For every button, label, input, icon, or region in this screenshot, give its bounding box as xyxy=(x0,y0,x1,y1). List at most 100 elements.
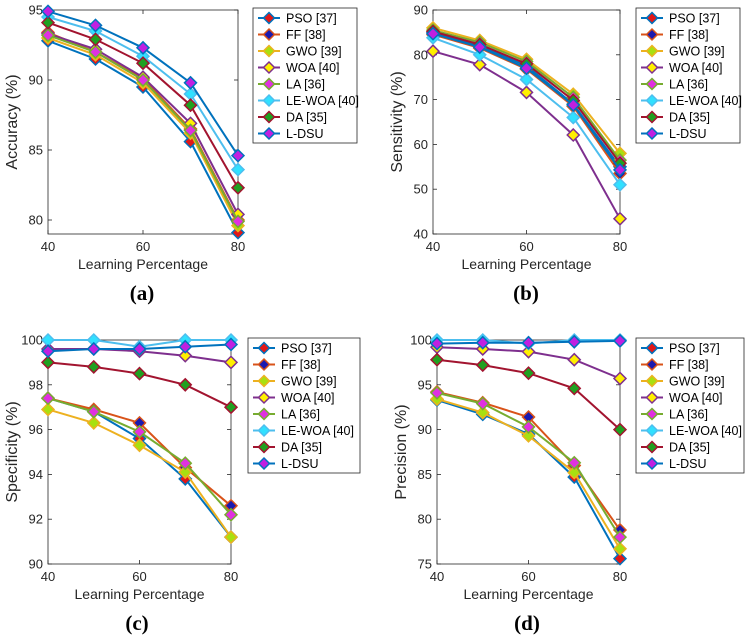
x-tick-label: 60 xyxy=(519,239,533,254)
legend-marker xyxy=(645,456,659,471)
data-point xyxy=(612,333,628,348)
y-tick-label: 96 xyxy=(29,422,43,437)
y-tick-label: 90 xyxy=(414,3,428,18)
legend: PSO [37] FF [38] GWO [39] WOA [40] LA [36] LE… xyxy=(635,337,745,474)
data-point xyxy=(135,72,151,88)
legend-label: GWO [39] xyxy=(281,375,337,389)
data-point xyxy=(223,507,239,522)
y-tick-label: 60 xyxy=(414,137,428,152)
legend-label: LA [36] xyxy=(669,408,708,422)
data-point xyxy=(223,355,239,370)
panel-caption: (a) xyxy=(130,281,155,305)
legend-item: LE-WOA [40] xyxy=(258,93,359,108)
data-point xyxy=(230,214,246,229)
data-point xyxy=(183,123,198,138)
data-point xyxy=(472,57,487,72)
legend-label: LE-WOA [40] xyxy=(669,94,742,108)
y-tick-label: 50 xyxy=(414,182,428,197)
legend-label: L-DSU xyxy=(669,457,707,471)
legend-item: PSO [37] xyxy=(258,11,337,26)
legend-marker xyxy=(645,374,659,388)
legend-label: PSO [37] xyxy=(286,12,337,26)
legend-label: PSO [37] xyxy=(281,342,332,356)
legend-marker xyxy=(645,126,659,141)
data-point xyxy=(521,419,536,434)
legend-marker xyxy=(645,77,659,91)
legend-marker xyxy=(645,11,659,25)
legend-item: PSO [37] xyxy=(253,341,332,356)
legend-item: LE-WOA [40] xyxy=(641,423,742,438)
data-point xyxy=(230,148,246,163)
data-point xyxy=(519,61,534,76)
data-point xyxy=(230,162,246,177)
data-point xyxy=(178,456,193,471)
x-tick-label: 80 xyxy=(231,239,245,254)
data-point xyxy=(86,341,101,357)
data-point xyxy=(88,44,103,60)
legend-marker xyxy=(645,407,659,421)
series-da-35 xyxy=(40,15,246,195)
legend-marker xyxy=(645,390,659,405)
legend-item: DA [35] xyxy=(641,440,710,455)
y-tick-label: 90 xyxy=(29,73,43,88)
data-point xyxy=(429,336,445,351)
chart-panel-1: 80 85 90 95 40 60 80 Learning Percentage Accurac… xyxy=(4,3,245,273)
data-point xyxy=(567,334,582,349)
legend-marker xyxy=(645,44,659,58)
y-axis-label: Accuracy (%) xyxy=(4,74,21,169)
legend-label: LE-WOA [40] xyxy=(286,94,359,108)
y-tick-label: 95 xyxy=(29,3,43,18)
legend-marker xyxy=(645,60,659,75)
legend-item: FF [38] xyxy=(641,357,709,372)
legend-label: WOA [40] xyxy=(669,391,723,405)
data-point xyxy=(566,110,581,125)
x-tick-label: 40 xyxy=(41,239,55,254)
data-point xyxy=(521,428,536,443)
legend-label: GWO [39] xyxy=(669,375,725,389)
legend-marker xyxy=(645,110,659,124)
series-l-dsu xyxy=(425,26,628,177)
series-l-dsu xyxy=(429,333,628,351)
legend-item: LA [36] xyxy=(641,407,708,422)
legend-marker xyxy=(257,357,271,372)
data-point xyxy=(132,341,147,357)
y-tick-label: 80 xyxy=(29,213,43,228)
legend-item: LA [36] xyxy=(641,77,708,92)
legend-marker xyxy=(645,357,659,372)
x-tick-label: 80 xyxy=(613,239,627,254)
data-point xyxy=(40,402,56,417)
chart-panel-2: 40 50 60 70 80 90 40 60 80 Learning Percentage Sen… xyxy=(389,3,627,273)
legend-label: WOA [40] xyxy=(281,391,335,405)
y-axis-label: Sensitivity (%) xyxy=(389,71,406,172)
legend-label: L-DSU xyxy=(281,457,319,471)
y-tick-label: 90 xyxy=(418,422,432,437)
series-la-36 xyxy=(429,385,628,545)
legend-marker xyxy=(645,440,659,454)
legend-item: L-DSU xyxy=(641,456,707,471)
data-point xyxy=(132,424,147,439)
legend-label: LA [36] xyxy=(281,408,320,422)
data-point xyxy=(183,98,198,113)
legend-marker xyxy=(257,456,271,471)
data-point xyxy=(475,405,490,420)
y-tick-label: 100 xyxy=(410,333,432,348)
data-point xyxy=(86,359,101,374)
legend-label: LA [36] xyxy=(286,78,325,92)
legend-marker xyxy=(645,93,659,108)
legend-item: DA [35] xyxy=(253,440,322,455)
legend-marker xyxy=(262,77,276,91)
data-point xyxy=(429,352,445,367)
data-point xyxy=(475,396,490,411)
panel-caption: (d) xyxy=(514,611,540,635)
legend-item: L-DSU xyxy=(258,126,324,141)
x-axis-label: Learning Percentage xyxy=(78,256,208,272)
data-point xyxy=(472,40,487,55)
data-point xyxy=(472,47,487,62)
data-point xyxy=(612,422,628,437)
legend-marker xyxy=(262,60,276,75)
data-point xyxy=(567,381,582,396)
legend-item: GWO [39] xyxy=(258,44,342,59)
series-woa-40 xyxy=(429,340,628,386)
legend-marker xyxy=(257,440,271,454)
legend-marker xyxy=(262,110,276,124)
